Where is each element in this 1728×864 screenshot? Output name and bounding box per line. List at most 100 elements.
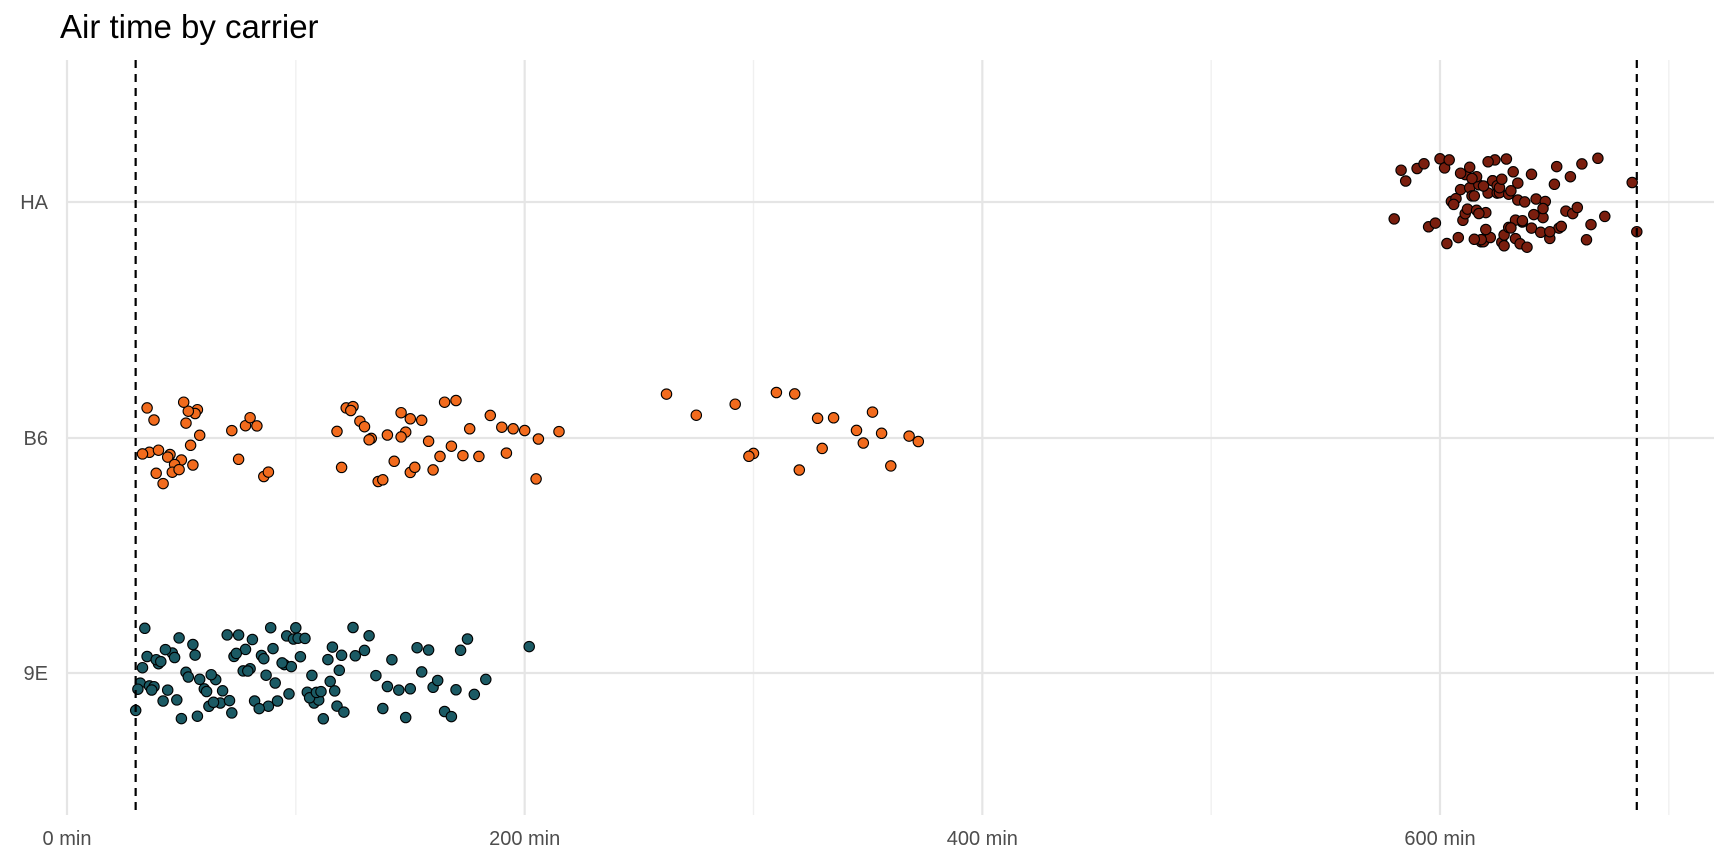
point-ha <box>1399 175 1412 187</box>
point-ha <box>1480 223 1492 236</box>
point-b6 <box>177 396 190 408</box>
point-9e <box>461 633 474 645</box>
point-b6 <box>377 474 389 486</box>
point-9e <box>393 684 405 696</box>
point-9e <box>411 641 423 654</box>
point-ha <box>1498 240 1510 252</box>
point-b6 <box>816 442 828 455</box>
point-9e <box>182 671 195 683</box>
point-9e <box>173 632 185 644</box>
point-ha <box>1521 241 1533 253</box>
point-9e <box>216 685 229 697</box>
point-b6 <box>450 394 462 407</box>
point-b6 <box>150 467 162 480</box>
point-9e <box>283 688 295 700</box>
point-b6 <box>363 434 375 446</box>
point-b6 <box>743 450 755 463</box>
point-b6 <box>193 429 206 442</box>
chart-title: Air time by carrier <box>60 8 319 45</box>
point-b6 <box>262 466 275 478</box>
point-9e <box>326 641 339 653</box>
point-b6 <box>141 402 153 414</box>
point-9e <box>404 683 417 695</box>
point-ha <box>1576 158 1588 170</box>
point-b6 <box>473 450 485 463</box>
point-b6 <box>912 435 925 448</box>
point-b6 <box>157 477 169 490</box>
point-9e <box>171 694 183 706</box>
point-b6 <box>500 447 513 459</box>
point-b6 <box>827 412 840 424</box>
point-b6 <box>427 464 439 476</box>
point-b6 <box>530 473 542 485</box>
point-9e <box>381 680 394 693</box>
point-b6 <box>457 449 469 462</box>
y-tick-label-ha: HA <box>20 192 48 214</box>
point-ha <box>1466 172 1478 185</box>
point-9e <box>454 644 467 657</box>
point-9e <box>422 644 435 656</box>
point-b6 <box>903 430 915 442</box>
point-9e <box>161 684 174 696</box>
point-ha <box>1585 218 1597 231</box>
point-b6 <box>434 450 446 463</box>
point-b6 <box>553 425 565 438</box>
point-b6 <box>729 398 741 410</box>
point-b6 <box>388 455 400 468</box>
point-ha <box>1525 168 1538 181</box>
point-b6 <box>875 427 888 440</box>
point-9e <box>299 632 311 645</box>
point-9e <box>358 644 371 657</box>
point-9e <box>335 649 348 662</box>
point-9e <box>242 665 254 677</box>
point-9e <box>317 713 330 725</box>
point-b6 <box>532 433 545 445</box>
point-ha <box>1418 158 1430 170</box>
point-9e <box>189 649 201 661</box>
point-9e <box>226 707 238 719</box>
point-ha <box>1516 214 1529 227</box>
point-9e <box>370 669 382 682</box>
point-b6 <box>226 424 238 437</box>
point-ha <box>1468 233 1481 246</box>
point-9e <box>306 669 318 682</box>
point-ha <box>1443 154 1455 166</box>
point-9e <box>328 685 341 697</box>
point-9e <box>377 702 389 715</box>
point-9e <box>155 655 167 668</box>
point-ha <box>1395 164 1407 176</box>
x-tick-label: 0 min <box>43 828 92 850</box>
point-9e <box>276 657 288 669</box>
point-9e <box>264 621 277 634</box>
point-b6 <box>358 420 371 433</box>
point-b6 <box>244 411 256 424</box>
point-ha <box>1537 202 1549 215</box>
point-b6 <box>463 423 476 435</box>
point-b6 <box>381 429 394 441</box>
point-9e <box>191 710 204 722</box>
x-tick-label: 200 min <box>489 828 560 850</box>
point-b6 <box>187 459 199 471</box>
point-9e <box>349 650 362 662</box>
y-tick-label-b6: B6 <box>24 428 48 450</box>
point-9e <box>132 683 144 695</box>
point-b6 <box>345 404 357 417</box>
point-b6 <box>422 435 435 448</box>
point-b6 <box>788 388 801 400</box>
point-9e <box>253 702 265 715</box>
y-tick-label-9e: 9E <box>24 663 48 685</box>
point-9e <box>139 622 151 635</box>
point-9e <box>232 629 245 641</box>
point-ha <box>1454 167 1467 179</box>
y-axis-tick-labels: 9E B6 HA <box>20 192 48 685</box>
point-9e <box>415 666 428 678</box>
point-9e <box>445 710 458 723</box>
point-9e <box>175 712 188 725</box>
point-9e <box>271 695 284 707</box>
point-b6 <box>438 396 451 408</box>
point-b6 <box>866 406 879 418</box>
point-9e <box>269 677 281 689</box>
point-9e <box>193 673 206 686</box>
point-9e <box>338 706 350 718</box>
point-ha <box>1592 152 1604 165</box>
